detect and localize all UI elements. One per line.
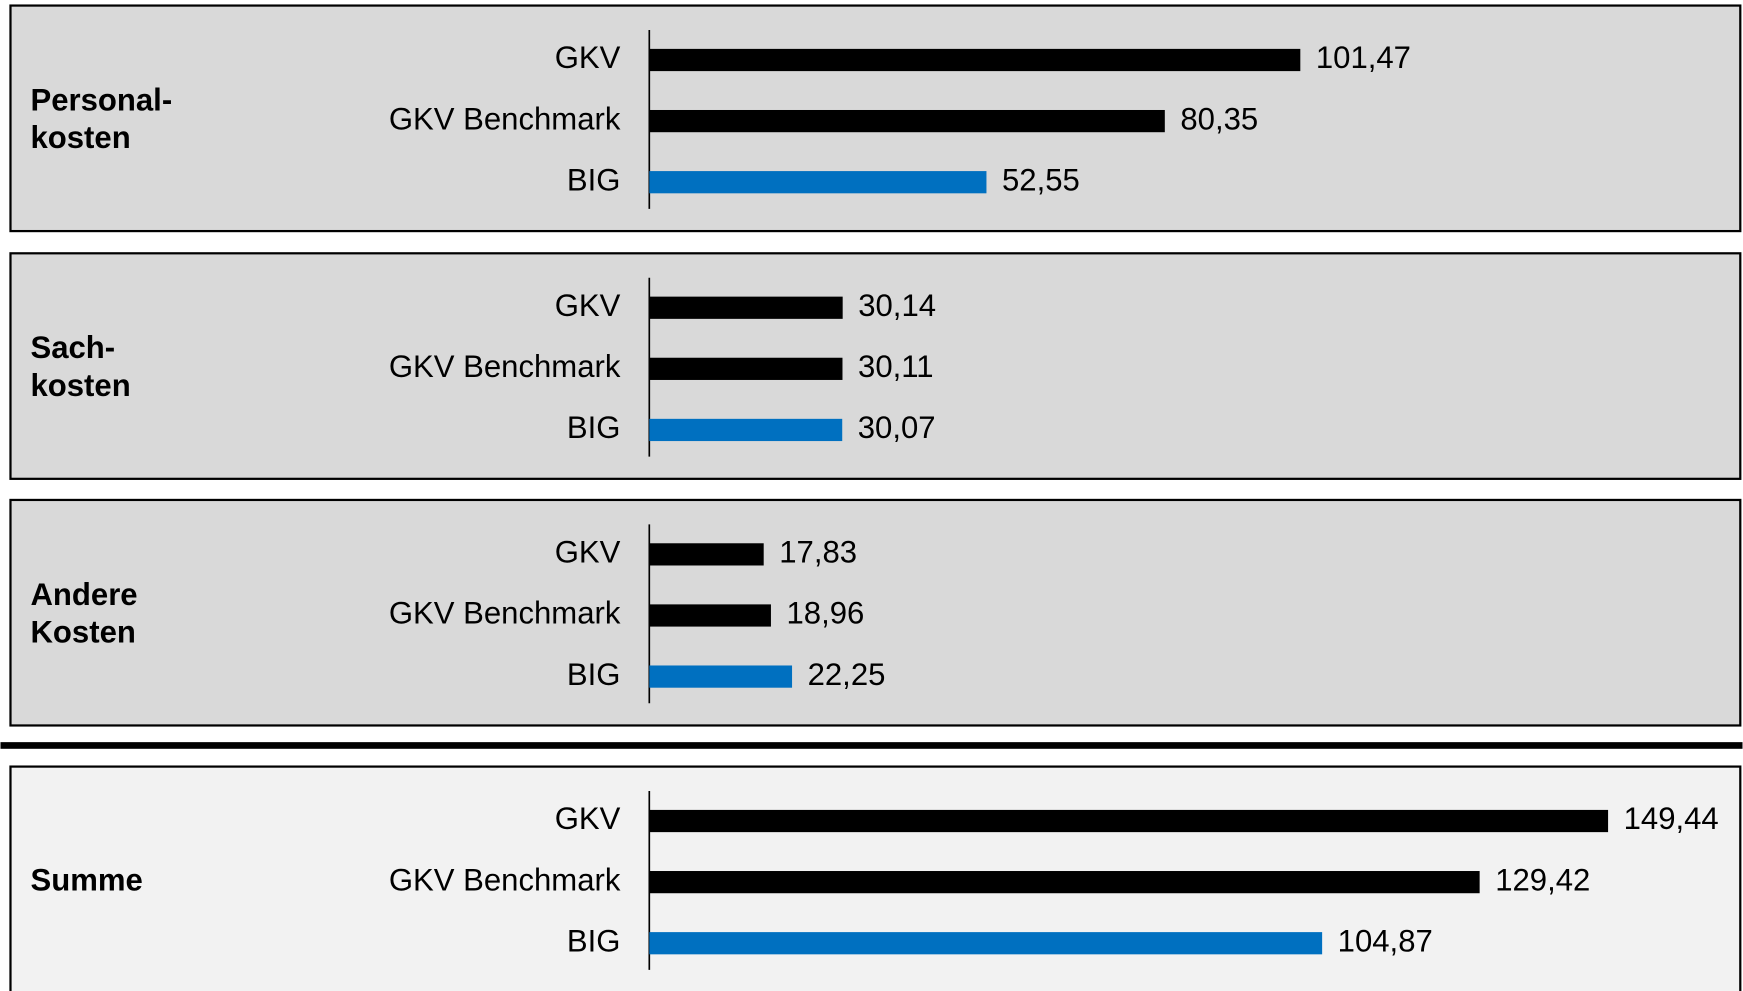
category-label: BIG — [567, 162, 621, 197]
bar — [649, 296, 843, 319]
panel — [9, 252, 1742, 480]
value-label: 30,11 — [858, 349, 934, 384]
value-label: 17,83 — [779, 535, 857, 570]
panel-title: kosten — [30, 368, 130, 403]
bar — [649, 171, 987, 194]
bar — [649, 357, 843, 380]
category-label: BIG — [567, 923, 621, 958]
bar — [649, 809, 1609, 833]
category-label: BIG — [567, 410, 621, 445]
bar — [649, 109, 1165, 133]
category-label: GKV — [555, 535, 621, 570]
bar — [649, 665, 793, 688]
category-label: GKV Benchmark — [389, 862, 621, 897]
value-label: 52,55 — [1002, 162, 1080, 197]
panel-title: Andere — [30, 577, 137, 612]
category-label: GKV Benchmark — [389, 101, 621, 136]
value-label: 30,07 — [858, 410, 936, 445]
category-label: BIG — [567, 657, 621, 692]
value-label: 149,44 — [1624, 801, 1719, 836]
value-label: 80,35 — [1180, 101, 1258, 136]
panel-title: Summe — [30, 862, 142, 897]
value-label: 18,96 — [787, 596, 865, 631]
value-label: 129,42 — [1495, 862, 1590, 897]
separator — [0, 742, 1743, 749]
panel-title: Kosten — [30, 615, 135, 650]
category-label: GKV — [555, 288, 621, 323]
bar — [649, 48, 1301, 72]
bar — [649, 543, 764, 566]
category-label: GKV Benchmark — [389, 349, 621, 384]
bar — [649, 871, 1480, 894]
value-label: 104,87 — [1338, 923, 1433, 958]
panel-title: Personal- — [30, 82, 172, 117]
bar — [649, 604, 771, 627]
category-label: GKV — [555, 40, 621, 75]
value-label: 30,14 — [858, 288, 936, 323]
value-label: 101,47 — [1316, 40, 1411, 75]
category-label: GKV Benchmark — [389, 596, 621, 631]
bar — [649, 418, 843, 442]
bar — [649, 932, 1323, 955]
panel-title: kosten — [30, 120, 130, 155]
panel — [9, 498, 1742, 727]
value-label: 22,25 — [808, 657, 886, 692]
category-label: GKV — [555, 801, 621, 836]
panel-title: Sach- — [30, 330, 115, 365]
